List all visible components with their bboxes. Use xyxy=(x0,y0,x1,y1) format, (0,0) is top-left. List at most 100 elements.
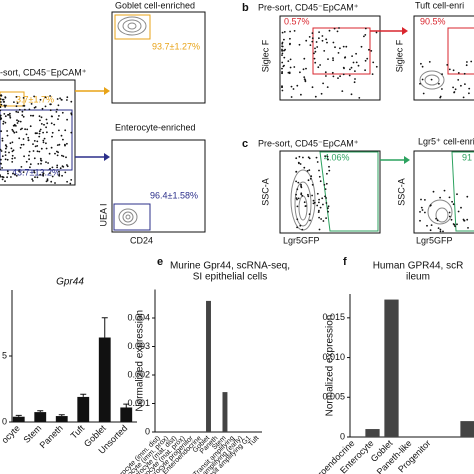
event-dot xyxy=(310,175,313,178)
event-dot xyxy=(6,158,9,161)
event-dot xyxy=(333,27,336,30)
event-dot xyxy=(32,180,34,182)
event-dot xyxy=(325,182,328,185)
event-dot xyxy=(58,143,61,146)
event-dot xyxy=(302,156,304,159)
event-dot xyxy=(36,145,39,147)
event-dot xyxy=(421,209,424,211)
event-dot xyxy=(5,104,7,107)
event-dot xyxy=(66,165,69,168)
event-dot xyxy=(316,192,319,195)
plot-frame xyxy=(413,15,474,101)
event-dot xyxy=(39,157,42,160)
error-bar xyxy=(15,414,22,417)
event-dot xyxy=(18,108,21,111)
event-dot xyxy=(281,54,283,56)
event-dot xyxy=(420,62,422,65)
event-dot xyxy=(308,213,311,216)
gate xyxy=(447,27,474,75)
event-dot xyxy=(421,65,424,68)
event-dot xyxy=(301,194,304,197)
event-dot xyxy=(287,71,290,74)
axis-label: Siglec F xyxy=(260,39,270,72)
event-dot xyxy=(1,137,4,140)
event-dot xyxy=(316,161,319,163)
event-dot xyxy=(53,123,56,126)
contours xyxy=(118,208,138,226)
event-dot xyxy=(39,128,42,131)
event-dot xyxy=(50,103,52,106)
event-dot xyxy=(298,43,301,46)
event-dot xyxy=(327,205,330,208)
event-dot xyxy=(19,120,22,123)
event-dot xyxy=(350,66,353,69)
event-dot xyxy=(305,205,307,207)
event-dot xyxy=(297,181,300,184)
event-dot xyxy=(295,157,298,160)
event-dot xyxy=(321,197,324,200)
event-dot xyxy=(315,41,318,43)
event-dot xyxy=(11,161,14,163)
event-dot xyxy=(2,120,5,123)
event-dot xyxy=(421,78,424,81)
event-dot xyxy=(3,113,6,115)
gate-pct: 3.7±1.7% xyxy=(16,94,54,104)
event-dot xyxy=(0,98,2,100)
event-dot xyxy=(328,29,331,32)
event-dot xyxy=(20,143,23,146)
event-dot xyxy=(318,31,320,33)
event-dot xyxy=(66,118,68,121)
panel-title: Tuft cell-enri xyxy=(415,0,464,10)
event-dot xyxy=(323,183,326,186)
event-dot xyxy=(9,116,12,119)
event-dot xyxy=(54,182,56,184)
axis-label: Lgr5GFP xyxy=(283,235,320,245)
event-dot xyxy=(464,83,466,85)
event-dot xyxy=(65,156,67,159)
event-dot xyxy=(50,180,53,183)
event-dot xyxy=(16,122,19,124)
event-dot xyxy=(69,182,72,185)
event-dot xyxy=(56,166,58,169)
axis-label: Siglec F xyxy=(394,39,404,72)
event-dot xyxy=(34,176,36,179)
event-dot xyxy=(313,57,316,60)
event-dot xyxy=(66,99,68,101)
event-dot xyxy=(38,132,41,135)
chart-title: Human GPR44, scR xyxy=(373,261,464,272)
event-dot xyxy=(57,151,59,154)
event-dot xyxy=(468,87,471,90)
event-dot xyxy=(426,224,428,227)
event-dot xyxy=(314,95,317,98)
event-dot xyxy=(332,59,334,62)
gate-pct: 0.57% xyxy=(284,16,310,26)
event-dot xyxy=(296,226,298,229)
event-dot xyxy=(442,230,444,233)
event-dot xyxy=(327,158,329,161)
event-dot xyxy=(42,172,45,175)
panel-letter: c xyxy=(242,138,248,150)
event-dot xyxy=(29,163,32,166)
event-dot xyxy=(27,136,30,139)
event-dot xyxy=(315,156,318,159)
event-dot xyxy=(322,82,324,85)
event-dot xyxy=(58,129,60,132)
event-dot xyxy=(354,78,356,80)
event-dot xyxy=(6,170,9,173)
bar xyxy=(222,392,228,432)
event-dot xyxy=(281,49,283,52)
event-dot xyxy=(36,176,39,179)
plot-frame xyxy=(279,150,381,234)
event-dot xyxy=(326,86,329,88)
event-dot xyxy=(348,74,351,77)
event-dot xyxy=(4,158,7,161)
event-dot xyxy=(50,146,53,149)
event-dot xyxy=(296,205,299,208)
event-dot xyxy=(11,154,14,157)
event-dot xyxy=(15,174,18,177)
event-dot xyxy=(42,141,45,144)
event-dot xyxy=(36,140,39,143)
event-dot xyxy=(46,131,48,134)
event-dot xyxy=(5,147,7,150)
event-dot xyxy=(295,193,297,196)
